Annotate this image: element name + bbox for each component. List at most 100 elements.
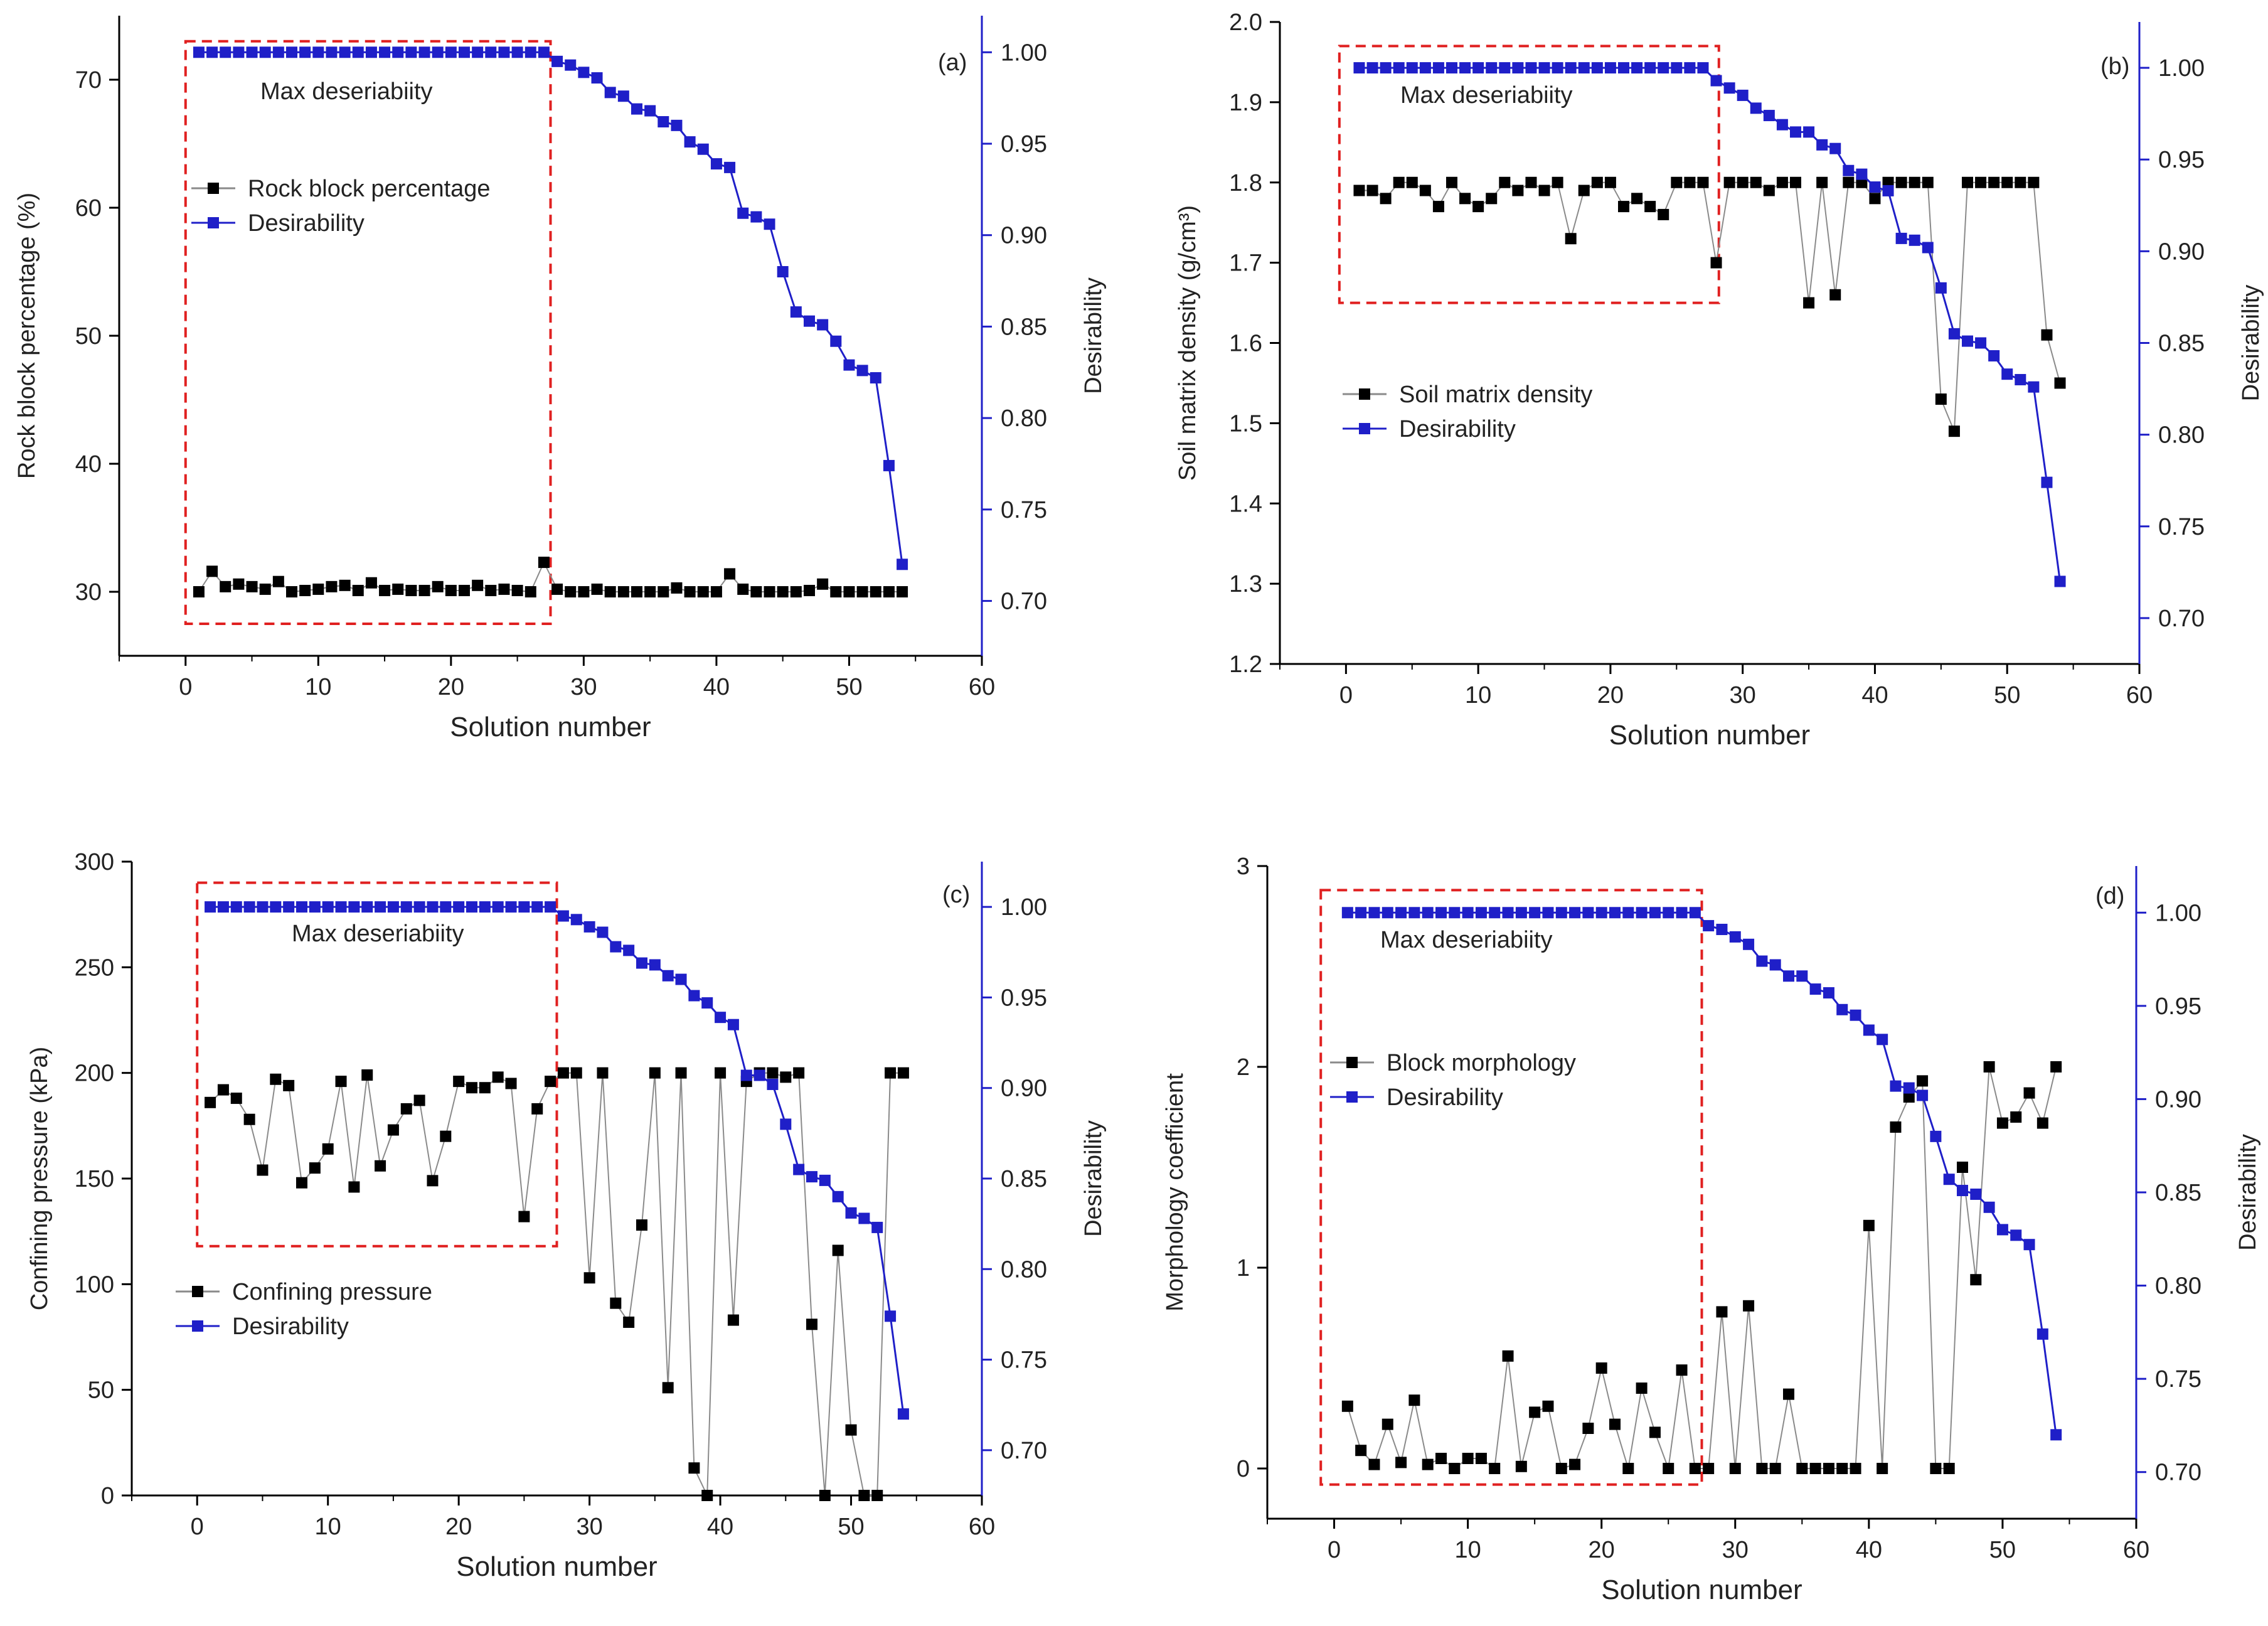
data-point — [230, 1093, 242, 1105]
y2-axis-title: Desirability — [2238, 285, 2264, 402]
data-point — [2001, 368, 2013, 380]
data-point — [270, 901, 282, 913]
legend-marker — [1359, 423, 1370, 434]
data-point — [551, 55, 563, 67]
data-point — [1783, 970, 1794, 982]
max-desirability-box — [184, 40, 552, 626]
data-point — [432, 46, 444, 58]
data-point — [727, 1314, 739, 1326]
legend-label: Desirability — [1387, 1084, 1503, 1111]
data-point — [2028, 381, 2040, 393]
y2-tick-label: 0.95 — [2155, 993, 2201, 1020]
data-point — [1515, 907, 1527, 919]
data-point — [2028, 176, 2040, 188]
data-point — [804, 584, 815, 596]
x-tick-label: 20 — [445, 1514, 472, 1540]
data-point — [883, 459, 895, 471]
data-point — [1703, 1463, 1715, 1474]
data-point — [206, 565, 218, 577]
x-tick-label: 20 — [1589, 1537, 1615, 1563]
data-point — [312, 583, 324, 595]
data-point — [737, 583, 749, 595]
data-point — [819, 1490, 831, 1501]
y2-tick-label: 0.70 — [2155, 1460, 2201, 1486]
data-point — [1609, 1418, 1621, 1430]
data-point — [1406, 62, 1418, 74]
data-point — [1658, 62, 1669, 74]
panel-label: (b) — [2100, 53, 2129, 80]
legend: Block morphology Desirability — [1330, 1050, 1576, 1111]
y-tick-label: 100 — [75, 1271, 114, 1298]
data-point — [1829, 289, 1841, 301]
chart-panel-3: 0 10 20 30 40 50 60 0 50 100 150 200 250 300 0.70 0.75 0… — [26, 849, 1107, 1582]
data-point — [1863, 1024, 1875, 1036]
data-point — [1948, 425, 1960, 437]
data-point — [1406, 176, 1418, 188]
data-point — [1769, 1463, 1781, 1474]
data-point — [524, 46, 536, 58]
data-point — [205, 901, 216, 913]
x-tick-label: 50 — [838, 1514, 864, 1540]
data-point — [405, 46, 417, 58]
data-point — [246, 580, 258, 592]
data-point — [631, 586, 642, 597]
data-point — [644, 105, 656, 117]
legend-label: Desirability — [248, 210, 365, 237]
y2-axis-title: Desirability — [2235, 1134, 2261, 1251]
data-point — [326, 46, 338, 58]
data-point — [352, 584, 364, 596]
data-point — [413, 1094, 425, 1106]
data-point — [570, 914, 582, 926]
data-point — [1649, 1426, 1661, 1438]
data-point — [1676, 907, 1688, 919]
y2-tick-label: 0.90 — [2158, 238, 2205, 265]
data-point — [2010, 1229, 2022, 1241]
data-point — [1756, 1463, 1768, 1474]
data-point — [1609, 907, 1621, 919]
panel-label: (c) — [942, 882, 970, 908]
data-point — [1393, 62, 1405, 74]
legend-marker — [1346, 1091, 1358, 1103]
y2-tick-label: 0.95 — [1001, 131, 1047, 158]
data-point — [1689, 907, 1701, 919]
data-point — [1475, 1453, 1487, 1464]
x-tick-label: 0 — [179, 674, 192, 700]
data-point — [1697, 176, 1709, 188]
data-point — [688, 990, 700, 1002]
data-point — [610, 1297, 622, 1309]
y-tick-label: 1.2 — [1229, 651, 1262, 678]
data-point — [662, 970, 674, 981]
data-point — [427, 901, 439, 913]
data-point — [339, 46, 351, 58]
data-point — [1710, 75, 1722, 87]
data-point — [1355, 907, 1367, 919]
data-point — [1636, 907, 1648, 919]
data-point — [1863, 1219, 1875, 1231]
data-point — [817, 578, 829, 590]
data-point — [1353, 62, 1365, 74]
data-point — [737, 207, 749, 219]
data-point — [1395, 1457, 1407, 1468]
data-point — [1890, 1121, 1902, 1133]
data-point — [1710, 257, 1722, 269]
data-point — [545, 901, 556, 913]
data-point — [1729, 1463, 1741, 1474]
y2-tick-label: 1.00 — [1001, 894, 1047, 921]
data-point — [897, 559, 908, 570]
data-point — [780, 1118, 792, 1130]
data-point — [1446, 176, 1457, 188]
data-point — [1380, 62, 1392, 74]
data-point — [220, 580, 232, 592]
data-point — [335, 901, 347, 913]
data-point — [233, 46, 245, 58]
data-point — [466, 1082, 477, 1094]
y2-tick-label: 0.70 — [1001, 589, 1047, 615]
x-tick-label: 10 — [315, 1514, 341, 1540]
x-axis-title: Solution number — [456, 1551, 657, 1582]
data-point — [1472, 62, 1484, 74]
data-point — [1422, 1458, 1434, 1470]
data-point — [296, 901, 307, 913]
data-point — [671, 582, 683, 594]
data-point — [1763, 110, 1775, 122]
